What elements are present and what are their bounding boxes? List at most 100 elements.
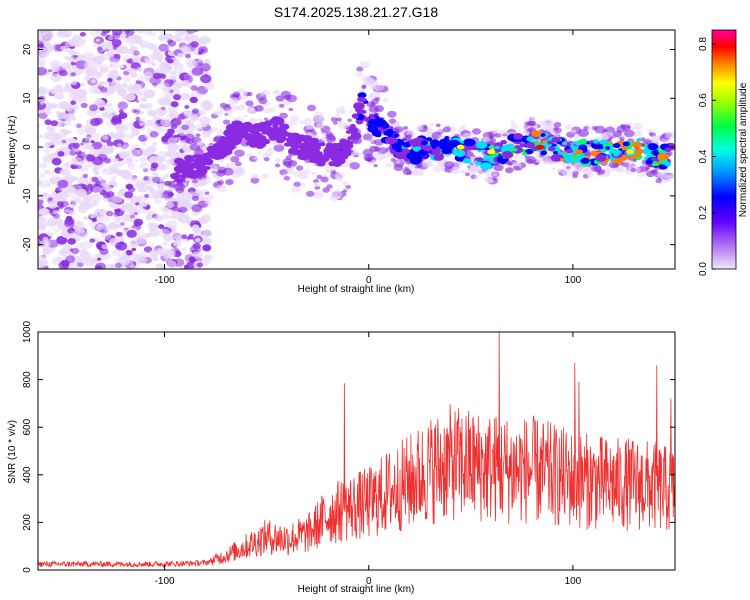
halo-blob	[248, 108, 255, 113]
ridge-blob	[661, 161, 667, 165]
noise-blob	[82, 197, 90, 204]
halo-blob	[288, 160, 298, 167]
noise-blob	[64, 209, 70, 213]
halo-blob	[534, 162, 539, 166]
halo-blob	[586, 172, 594, 178]
halo-blob	[331, 191, 343, 199]
noise-blob	[147, 210, 152, 214]
noise-blob	[169, 71, 174, 75]
noise-blob	[38, 134, 44, 138]
halo-blob	[251, 173, 259, 179]
noise-blob	[83, 216, 89, 221]
noise-blob	[119, 65, 125, 69]
noise-blob	[45, 40, 52, 45]
noise-blob	[82, 39, 88, 44]
noise-blob	[101, 244, 108, 250]
halo-blob	[306, 124, 314, 130]
ridge-blob	[622, 141, 630, 147]
ridge-blob	[632, 141, 642, 148]
noise-blob	[108, 221, 118, 230]
noise-blob	[92, 132, 101, 140]
noise-blob	[158, 43, 169, 52]
ridge-blob	[513, 133, 523, 140]
noise-blob	[116, 236, 124, 242]
noise-blob	[68, 130, 73, 134]
halo-blob	[374, 84, 384, 92]
noise-blob	[128, 148, 140, 158]
noise-blob	[185, 58, 197, 67]
noise-blob	[122, 251, 127, 255]
noise-blob	[100, 144, 108, 150]
ridge-blob	[242, 121, 253, 129]
noise-blob	[149, 249, 157, 256]
halo-blob	[204, 201, 209, 205]
ridge-blob	[358, 114, 364, 118]
noise-blob	[183, 36, 189, 41]
halo-blob	[279, 112, 288, 119]
halo-blob	[313, 191, 324, 199]
spectrogram-x-label: Height of straight line (km)	[298, 284, 415, 295]
noise-blob	[138, 117, 147, 125]
halo-blob	[322, 187, 331, 193]
noise-blob	[89, 194, 101, 203]
noise-blob	[139, 111, 144, 115]
halo-blob	[566, 168, 572, 172]
ridge-blob	[349, 125, 357, 132]
ridge-blob	[369, 116, 376, 120]
noise-blob	[60, 259, 70, 267]
ridge-blob	[388, 126, 394, 130]
halo-blob	[225, 179, 234, 186]
noise-blob	[90, 79, 97, 84]
noise-blob	[185, 93, 191, 97]
noise-blob	[84, 136, 93, 142]
noise-blob	[137, 107, 142, 112]
halo-blob	[382, 97, 390, 103]
ridge-blob	[622, 156, 629, 160]
noise-blob	[85, 70, 95, 78]
noise-blob	[182, 147, 188, 152]
halo-blob	[235, 106, 240, 110]
noise-blob	[119, 256, 128, 263]
noise-blob	[82, 137, 90, 144]
noise-blob	[197, 93, 204, 98]
halo-blob	[373, 164, 378, 168]
ridge-blob	[437, 141, 443, 145]
noise-blob	[91, 217, 97, 222]
ridge-blob	[275, 136, 285, 143]
noise-blob	[42, 248, 52, 255]
halo-blob	[572, 174, 578, 179]
colorbar-tick-label: 0.0	[698, 262, 709, 276]
halo-blob	[421, 160, 433, 168]
ridge-blob	[531, 130, 542, 138]
halo-blob	[186, 138, 194, 145]
noise-blob	[105, 121, 113, 127]
noise-blob	[39, 239, 51, 249]
halo-blob	[313, 181, 321, 187]
noise-blob	[134, 221, 141, 227]
noise-blob	[149, 131, 159, 138]
halo-blob	[644, 166, 651, 171]
halo-blob	[178, 206, 188, 213]
snr-frame	[37, 331, 676, 571]
halo-blob	[601, 132, 612, 140]
noise-blob	[111, 30, 123, 36]
noise-blob	[108, 114, 113, 119]
noise-blob	[114, 262, 122, 269]
noise-blob	[118, 109, 124, 114]
halo-blob	[443, 161, 455, 169]
noise-blob	[135, 235, 148, 245]
ridge-blob	[225, 123, 238, 132]
ridge-blob	[203, 159, 210, 164]
ridge-blob	[511, 147, 518, 152]
noise-blob	[119, 225, 125, 230]
noise-blob	[58, 120, 63, 124]
noise-blob	[75, 259, 86, 268]
noise-blob	[83, 62, 93, 70]
noise-blob	[38, 216, 45, 225]
noise-blob	[49, 138, 59, 146]
ridge-blob	[342, 147, 349, 153]
halo-blob	[464, 172, 471, 177]
noise-blob	[137, 266, 143, 269]
noise-blob	[186, 30, 196, 35]
snr-panel: -100 0 100 0 200 400 600 800 1000 Height of str…	[7, 320, 676, 595]
